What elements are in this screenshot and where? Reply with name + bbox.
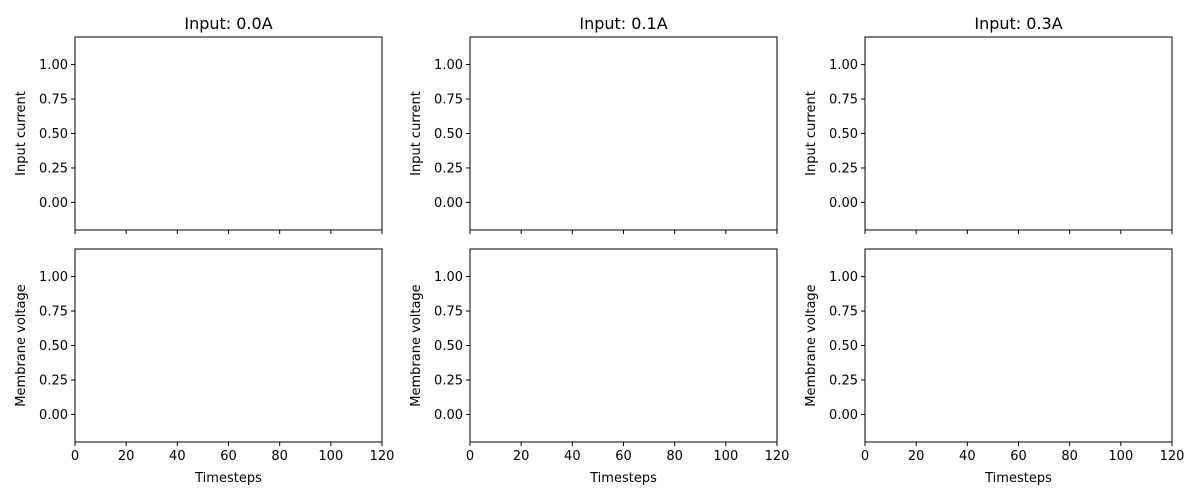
y-tick-label: 0.50	[829, 339, 858, 354]
y-tick-label: 0.00	[829, 196, 858, 211]
x-tick-label: 0	[466, 449, 474, 464]
x-tick-label: 80	[666, 449, 683, 464]
panel-membrane-voltage: 0.00 0.25 0.50 0.75 1.00 0 20 40 60 80 100 120 Membr…	[14, 248, 395, 486]
y-tick-label: 0.50	[829, 127, 858, 142]
plot-frame	[469, 36, 778, 231]
y-tick-label: 0.00	[434, 196, 463, 211]
plot-frame	[74, 36, 383, 231]
x-axis-label: Timesteps	[984, 471, 1052, 486]
panel-input-current: 0.00 0.25 0.50 0.75 1.00 Input current	[804, 36, 1173, 234]
x-tick-label: 100	[1108, 449, 1133, 464]
x-tick-label: 40	[959, 449, 976, 464]
y-tick-label: 1.00	[829, 58, 858, 73]
y-tick-label: 0.25	[829, 373, 858, 388]
y-tick-label: 0.75	[434, 93, 463, 108]
y-tick-label: 0.75	[39, 305, 68, 320]
x-tick-label: 20	[513, 449, 530, 464]
x-axis-label: Timesteps	[589, 471, 657, 486]
y-axis-label: Membrane voltage	[409, 284, 424, 406]
y-tick-label: 1.00	[39, 270, 68, 285]
y-axis-label: Input current	[804, 91, 819, 176]
y-tick-label: 0.75	[434, 305, 463, 320]
y-tick-label: 1.00	[434, 270, 463, 285]
chart-column-2: Input: 0.3A 0.00 0.25 0.50 0.75 1.00 Input cur…	[804, 14, 1184, 486]
x-axis-label: Timesteps	[194, 471, 262, 486]
y-tick-label: 0.25	[434, 161, 463, 176]
y-tick-label: 0.25	[434, 373, 463, 388]
panel-input-current: 0.00 0.25 0.50 0.75 1.00 Input current	[14, 36, 383, 234]
panel-membrane-voltage: 0.00 0.25 0.50 0.75 1.00 0 20 40 60 80 100 120 Membr…	[804, 248, 1185, 486]
x-tick-label: 20	[908, 449, 925, 464]
chart-title: Input: 0.3A	[974, 14, 1062, 33]
x-tick-label: 0	[861, 449, 869, 464]
x-tick-label: 60	[1010, 449, 1027, 464]
chart-column-0: Input: 0.0A 0.00 0.25 0.50 0.75 1.00 Input cur…	[14, 14, 394, 486]
y-tick-label: 0.25	[39, 373, 68, 388]
x-tick-label: 40	[169, 449, 186, 464]
y-tick-label: 0.75	[39, 93, 68, 108]
x-tick-label: 80	[1061, 449, 1078, 464]
y-tick-label: 1.00	[829, 270, 858, 285]
y-tick-label: 0.50	[434, 339, 463, 354]
plot-frame	[469, 248, 778, 443]
plot-frame	[864, 36, 1173, 231]
x-tick-label: 100	[318, 449, 343, 464]
plot-frame	[864, 248, 1173, 443]
panel-membrane-voltage: 0.00 0.25 0.50 0.75 1.00 0 20 40 60 80 100 120 Membr…	[409, 248, 790, 486]
panel-input-current: 0.00 0.25 0.50 0.75 1.00 Input current	[409, 36, 778, 234]
x-tick-label: 60	[615, 449, 632, 464]
y-tick-label: 0.75	[829, 305, 858, 320]
y-axis-label: Membrane voltage	[804, 284, 819, 406]
y-tick-label: 0.50	[434, 127, 463, 142]
x-tick-label: 80	[271, 449, 288, 464]
x-tick-label: 120	[370, 449, 395, 464]
x-tick-label: 60	[220, 449, 237, 464]
y-tick-label: 1.00	[39, 58, 68, 73]
y-tick-label: 0.00	[39, 196, 68, 211]
y-tick-label: 0.00	[434, 408, 463, 423]
y-tick-label: 0.75	[829, 93, 858, 108]
y-tick-label: 0.25	[39, 161, 68, 176]
y-tick-label: 0.50	[39, 339, 68, 354]
x-tick-label: 120	[765, 449, 790, 464]
x-tick-label: 0	[71, 449, 79, 464]
y-tick-label: 1.00	[434, 58, 463, 73]
chart-title: Input: 0.0A	[184, 14, 272, 33]
x-tick-label: 100	[713, 449, 738, 464]
y-tick-label: 0.50	[39, 127, 68, 142]
y-tick-label: 0.25	[829, 161, 858, 176]
x-tick-label: 40	[564, 449, 581, 464]
y-axis-label: Input current	[14, 91, 29, 176]
y-tick-label: 0.00	[39, 408, 68, 423]
chart-column-1: Input: 0.1A 0.00 0.25 0.50 0.75 1.00 Input cur…	[409, 14, 789, 486]
x-tick-label: 20	[118, 449, 135, 464]
chart-title: Input: 0.1A	[579, 14, 667, 33]
plot-frame	[74, 248, 383, 443]
y-tick-label: 0.00	[829, 408, 858, 423]
x-tick-label: 120	[1160, 449, 1185, 464]
y-axis-label: Membrane voltage	[14, 284, 29, 406]
y-axis-label: Input current	[409, 91, 424, 176]
